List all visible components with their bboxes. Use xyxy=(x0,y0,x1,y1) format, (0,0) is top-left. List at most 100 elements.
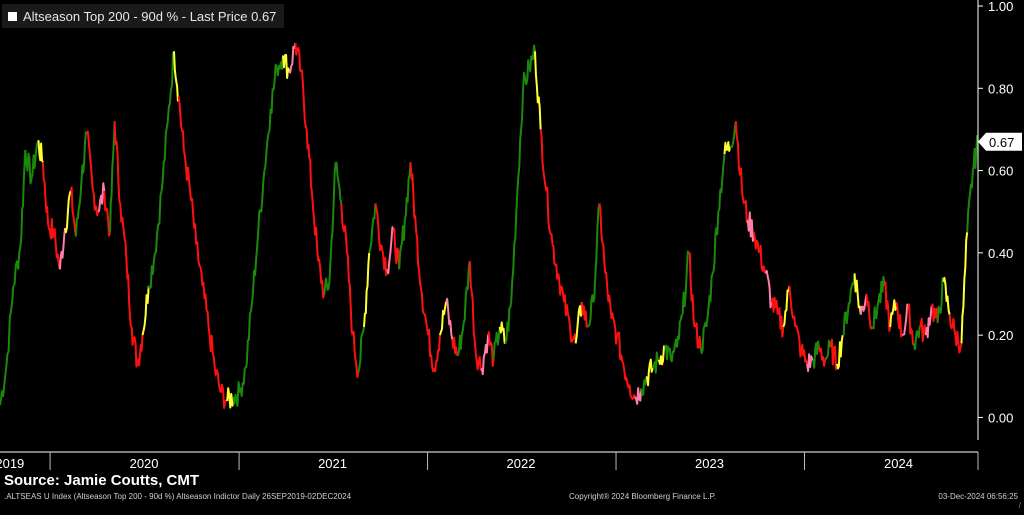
series-segment xyxy=(954,330,963,354)
series-segment xyxy=(119,203,128,262)
series-segment xyxy=(24,149,33,185)
series-segment xyxy=(257,170,266,233)
series-segment xyxy=(398,219,406,270)
series-segment xyxy=(492,326,501,360)
series-segment xyxy=(924,306,933,339)
series-segment xyxy=(189,190,198,245)
series-segment xyxy=(734,121,743,192)
series-segment xyxy=(374,203,383,252)
series-segment xyxy=(877,275,886,304)
series-segment xyxy=(130,326,139,368)
series-segment xyxy=(574,302,583,344)
series-segment xyxy=(634,387,643,405)
series-segment xyxy=(457,322,465,356)
series-segment xyxy=(723,141,732,155)
series-segment xyxy=(275,55,284,77)
series-segment xyxy=(474,351,483,371)
series-segment xyxy=(516,88,525,192)
series-segment xyxy=(836,334,844,370)
series-segment xyxy=(918,317,927,343)
x-tick-label: 2019 xyxy=(0,456,24,471)
series-segment xyxy=(113,121,122,204)
series-segment xyxy=(37,140,44,163)
series-segment xyxy=(699,321,708,355)
series-segment xyxy=(907,303,915,346)
series-segment xyxy=(451,336,459,357)
series-segment xyxy=(207,326,216,369)
series-segment xyxy=(310,191,320,262)
x-tick-label: 2022 xyxy=(507,456,536,471)
series-segment xyxy=(409,162,418,233)
x-tick-label: 2023 xyxy=(695,456,724,471)
series-segment xyxy=(829,338,838,371)
series-segment xyxy=(109,121,116,233)
series-segment xyxy=(746,211,755,242)
series-segment xyxy=(806,353,814,373)
series-layer xyxy=(0,42,979,409)
footer-index-description: .ALTSEAS U Index (Altseason Top 200 - 90… xyxy=(4,492,352,501)
series-segment xyxy=(551,244,560,280)
series-segment xyxy=(415,232,423,295)
footer-corner-mark: / xyxy=(1018,501,1021,510)
series-segment xyxy=(966,170,974,233)
series-segment xyxy=(688,251,696,328)
series-segment xyxy=(340,203,348,253)
source-label: Source: Jamie Coutts, CMT xyxy=(4,472,200,489)
series-segment xyxy=(800,343,809,365)
series-segment xyxy=(147,252,156,290)
series-segment xyxy=(510,191,519,303)
series-segment xyxy=(368,203,377,254)
series-segment xyxy=(85,130,94,192)
series-segment xyxy=(420,293,430,336)
series-segment xyxy=(12,244,22,287)
series-segment xyxy=(646,358,654,387)
series-segment xyxy=(468,261,477,352)
series-segment xyxy=(664,344,672,361)
series-segment xyxy=(842,302,850,337)
series-segment xyxy=(889,299,898,327)
series-segment xyxy=(195,241,204,286)
series-segment xyxy=(244,302,253,369)
series-segment xyxy=(729,121,737,148)
series-segment xyxy=(812,340,820,369)
last-price-label: 0.67 xyxy=(989,135,1014,150)
series-segment xyxy=(177,96,185,151)
series-segment xyxy=(346,252,354,336)
series-segment xyxy=(580,302,588,328)
series-segment xyxy=(824,339,832,361)
series-segment xyxy=(883,281,892,332)
series-segment xyxy=(328,162,337,282)
series-segment xyxy=(160,121,169,192)
series-segment xyxy=(960,232,969,344)
series-segment xyxy=(651,351,660,374)
series-segment xyxy=(758,244,767,275)
series-segment xyxy=(154,190,163,254)
series-segment xyxy=(97,182,106,213)
series-segment xyxy=(657,345,666,366)
x-tick-label: 2024 xyxy=(884,456,913,471)
series-segment xyxy=(901,303,910,337)
series-segment xyxy=(942,276,951,315)
series-segment xyxy=(628,384,636,400)
series-segment xyxy=(403,162,412,221)
series-segment xyxy=(357,326,365,373)
series-segment xyxy=(300,69,308,130)
last-price-tag xyxy=(978,132,1022,151)
series-segment xyxy=(770,296,779,315)
series-segment xyxy=(213,367,222,394)
series-segment xyxy=(141,285,150,336)
series-segment xyxy=(669,338,678,363)
series-segment xyxy=(380,244,389,277)
footer-timestamp: 03-Dec-2024 06:56:25 xyxy=(938,492,1018,501)
series-segment xyxy=(681,250,690,315)
series-segment xyxy=(534,51,542,130)
series-segment xyxy=(640,375,648,396)
legend: Altseason Top 200 - 90d % - Last Price 0… xyxy=(2,4,285,28)
series-segment xyxy=(226,387,235,409)
series-segment xyxy=(818,347,827,367)
series-segment xyxy=(238,367,246,397)
series-segment xyxy=(305,129,313,192)
series-segment xyxy=(438,302,448,336)
series-segment xyxy=(610,312,619,345)
